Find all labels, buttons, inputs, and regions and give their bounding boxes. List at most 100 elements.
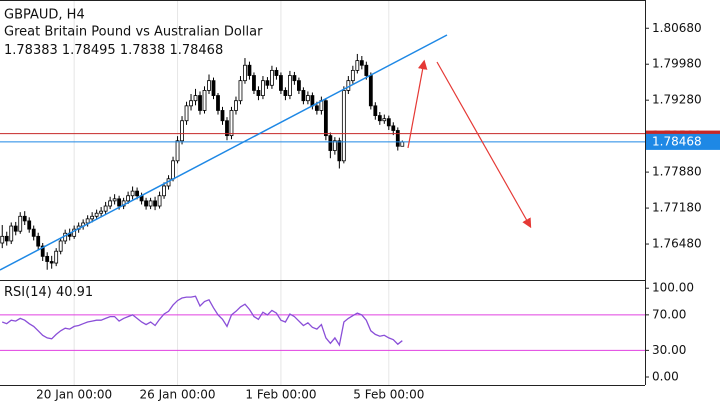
candle-body bbox=[261, 80, 265, 96]
candle-body bbox=[94, 212, 99, 217]
candle-body bbox=[40, 245, 45, 257]
candle-body bbox=[72, 228, 77, 237]
candle-body bbox=[184, 105, 189, 122]
candle-body bbox=[247, 64, 252, 76]
candle-body bbox=[31, 228, 36, 237]
candle-body bbox=[288, 75, 292, 96]
candle-body bbox=[364, 64, 369, 76]
candle-body bbox=[377, 115, 382, 122]
candle-body bbox=[153, 200, 157, 207]
candle-body bbox=[58, 240, 63, 252]
candle-body bbox=[36, 235, 41, 247]
y-tick-label: 1.79980 bbox=[652, 57, 702, 71]
candle-body bbox=[373, 105, 378, 116]
candle-body bbox=[332, 140, 337, 151]
candle-body bbox=[225, 120, 229, 137]
candle-body bbox=[305, 95, 310, 102]
rsi-label: RSI(14) 40.91 bbox=[4, 285, 93, 300]
candle-body bbox=[243, 64, 247, 82]
rsi-name: RSI(14) bbox=[4, 285, 52, 300]
rsi-pane bbox=[0, 295, 645, 351]
candle-body bbox=[49, 261, 54, 264]
y-tick-label: 1.79280 bbox=[652, 93, 702, 107]
candle-body bbox=[256, 90, 261, 96]
x-tick-label: 26 Jan 00:00 bbox=[140, 388, 216, 402]
y-tick-label: 1.77180 bbox=[652, 201, 702, 215]
ohlc-high: 1.78495 bbox=[62, 43, 116, 58]
y-tick-label: 1.80680 bbox=[652, 21, 702, 35]
candle-body bbox=[144, 200, 148, 207]
candle-body bbox=[328, 135, 333, 151]
candle-body bbox=[216, 95, 220, 111]
trend-line bbox=[0, 34, 448, 271]
candle-body bbox=[180, 120, 184, 142]
candle-body bbox=[355, 60, 360, 71]
rsi-value: 40.91 bbox=[56, 285, 93, 300]
x-tick-label: 5 Feb 00:00 bbox=[353, 388, 424, 402]
candle-body bbox=[148, 200, 153, 207]
arrow-up bbox=[407, 59, 428, 149]
candle-body bbox=[211, 80, 216, 96]
candle-body bbox=[202, 90, 207, 111]
arrow-down bbox=[436, 61, 532, 229]
candle-body bbox=[391, 125, 396, 131]
candle-body bbox=[135, 190, 139, 197]
candle-body bbox=[229, 110, 234, 137]
y-tick-label: 30.00 bbox=[652, 343, 686, 357]
candle-body bbox=[310, 95, 315, 107]
candle-body bbox=[301, 90, 306, 102]
candle-body bbox=[359, 60, 364, 66]
candle-body bbox=[297, 80, 301, 91]
candle-body bbox=[207, 80, 211, 91]
candle-body bbox=[274, 69, 279, 76]
symbol: GBPAUD, H4 bbox=[4, 8, 85, 23]
candle-body bbox=[54, 250, 59, 264]
y-tick-label: 0.00 bbox=[652, 370, 679, 384]
candle-body bbox=[90, 215, 95, 220]
y-tick-label: 100.00 bbox=[652, 281, 694, 295]
candle-body bbox=[270, 69, 274, 86]
candle-body bbox=[395, 130, 400, 147]
candle-body bbox=[368, 75, 373, 107]
candle-body bbox=[22, 215, 27, 222]
candle-body bbox=[220, 110, 225, 122]
candle-body bbox=[323, 100, 328, 137]
candle-body bbox=[126, 195, 131, 202]
candle-body bbox=[45, 255, 50, 262]
candle-body bbox=[85, 218, 90, 224]
candle-body bbox=[27, 220, 32, 230]
candle-body bbox=[198, 95, 202, 111]
candle-body bbox=[400, 141, 405, 147]
candle-body bbox=[283, 90, 288, 96]
x-tick-label: 20 Jan 00:00 bbox=[36, 388, 112, 402]
candle-body bbox=[341, 90, 346, 162]
candle-body bbox=[175, 140, 180, 162]
candle-body bbox=[193, 95, 198, 102]
candle-body bbox=[386, 118, 391, 127]
candle-body bbox=[112, 198, 117, 202]
y-tick-label: 70.00 bbox=[652, 307, 686, 321]
candle-body bbox=[171, 160, 175, 180]
candle-body bbox=[130, 190, 135, 197]
candle-body bbox=[337, 140, 342, 162]
candle-body bbox=[252, 75, 256, 91]
ohlc-close: 1.78468 bbox=[169, 43, 223, 58]
candle-body bbox=[13, 225, 18, 232]
ohlc-open: 1.78383 bbox=[4, 43, 58, 58]
axes: 20 Jan 00:00 26 Jan 00:00 1 Feb 00:00 5 Feb… bbox=[36, 21, 720, 402]
x-tick-label: 1 Feb 00:00 bbox=[245, 388, 316, 402]
ohlc-low: 1.7838 bbox=[120, 43, 166, 58]
candle-body bbox=[103, 205, 108, 212]
bid-price-box bbox=[646, 133, 720, 150]
candle-body bbox=[157, 195, 162, 207]
candle-body bbox=[292, 75, 297, 82]
candle-body bbox=[162, 185, 166, 197]
y-tick-label: 1.77880 bbox=[652, 165, 702, 179]
y-tick-label: 1.76480 bbox=[652, 237, 702, 251]
candle-body bbox=[279, 75, 283, 91]
candles bbox=[0, 53, 645, 270]
candle-body bbox=[382, 118, 387, 122]
rsi-line bbox=[1, 295, 403, 347]
candle-body bbox=[0, 235, 5, 244]
